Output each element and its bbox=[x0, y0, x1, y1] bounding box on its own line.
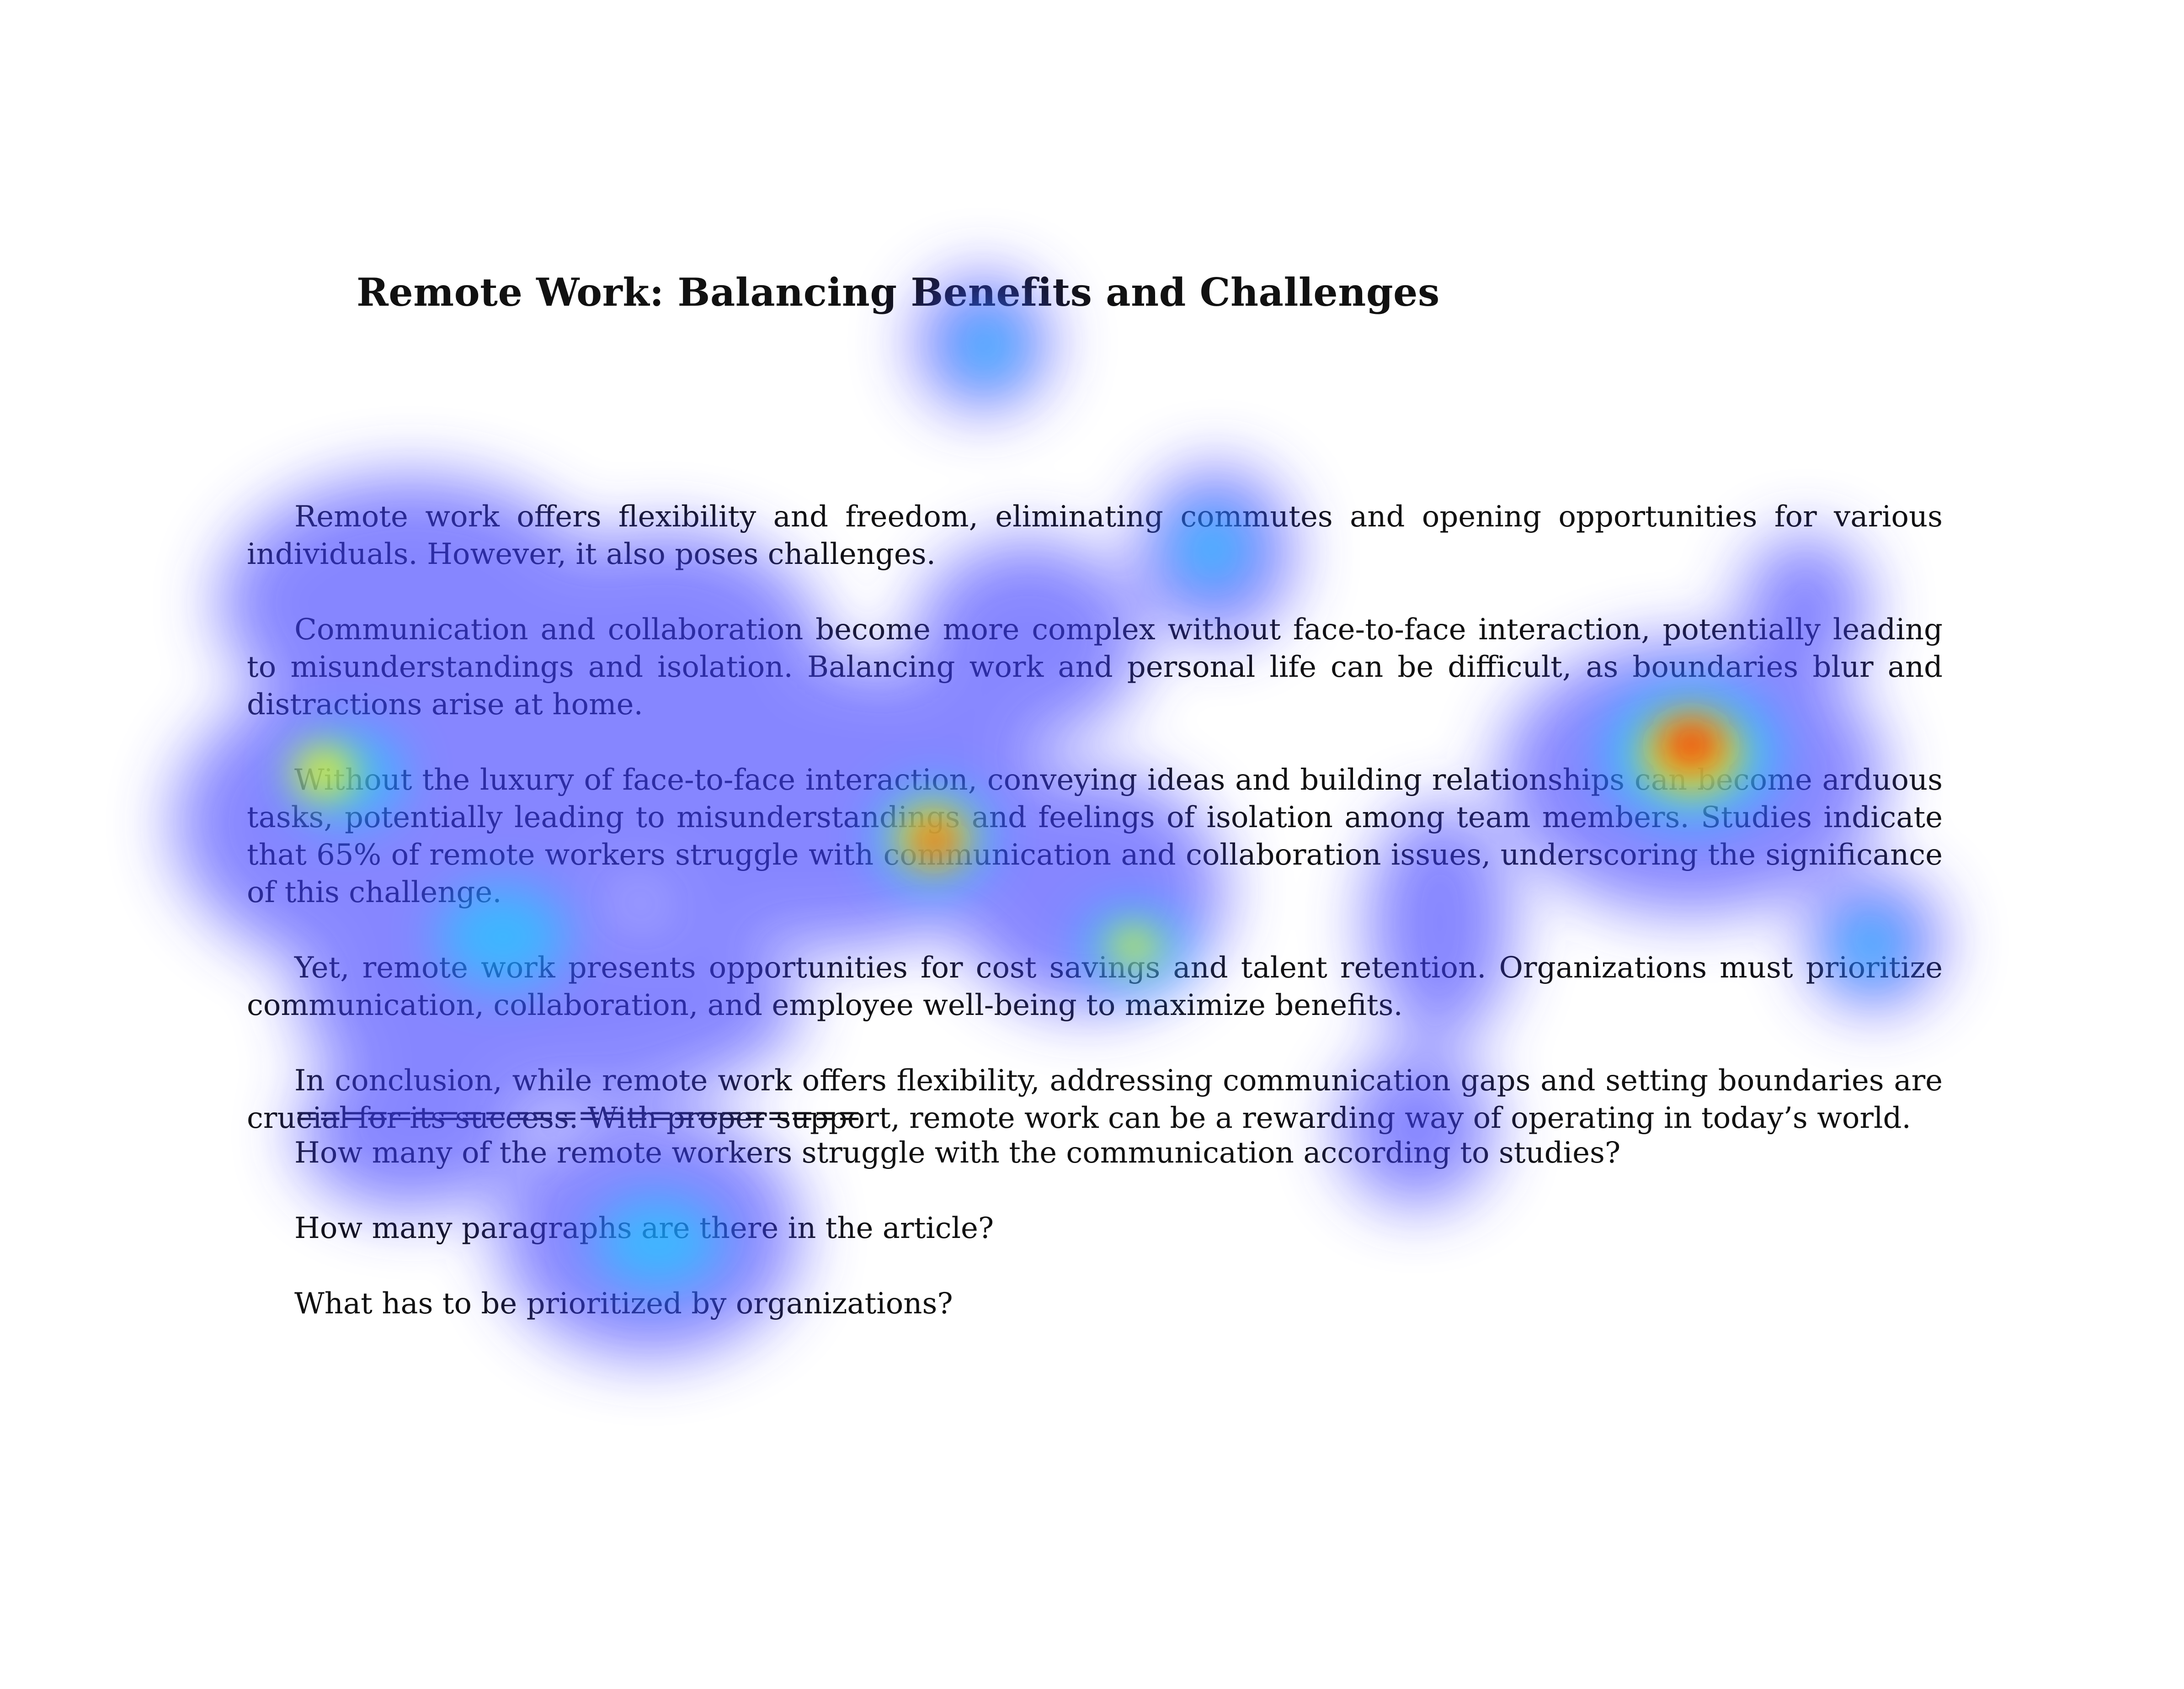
question-3: What has to be prioritized by organizati… bbox=[294, 1287, 953, 1321]
paragraph-3: Without the luxury of face-to-face inter… bbox=[247, 763, 1943, 909]
article-body: Remote work offers flexibility and freed… bbox=[247, 498, 1943, 1175]
questions-section: ======================== How many of the… bbox=[294, 1097, 1620, 1360]
question-2: How many paragraphs are there in the art… bbox=[294, 1211, 994, 1245]
paragraph-4: Yet, remote work presents opportunities … bbox=[247, 951, 1943, 1022]
article-title: Remote Work: Balancing Benefits and Chal… bbox=[357, 270, 1440, 315]
paragraph-1: Remote work offers flexibility and freed… bbox=[247, 500, 1943, 571]
separator-line: ======================== bbox=[294, 1099, 862, 1132]
question-1: How many of the remote workers struggle … bbox=[294, 1136, 1621, 1170]
paragraph-2: Communication and collaboration become m… bbox=[247, 613, 1943, 722]
